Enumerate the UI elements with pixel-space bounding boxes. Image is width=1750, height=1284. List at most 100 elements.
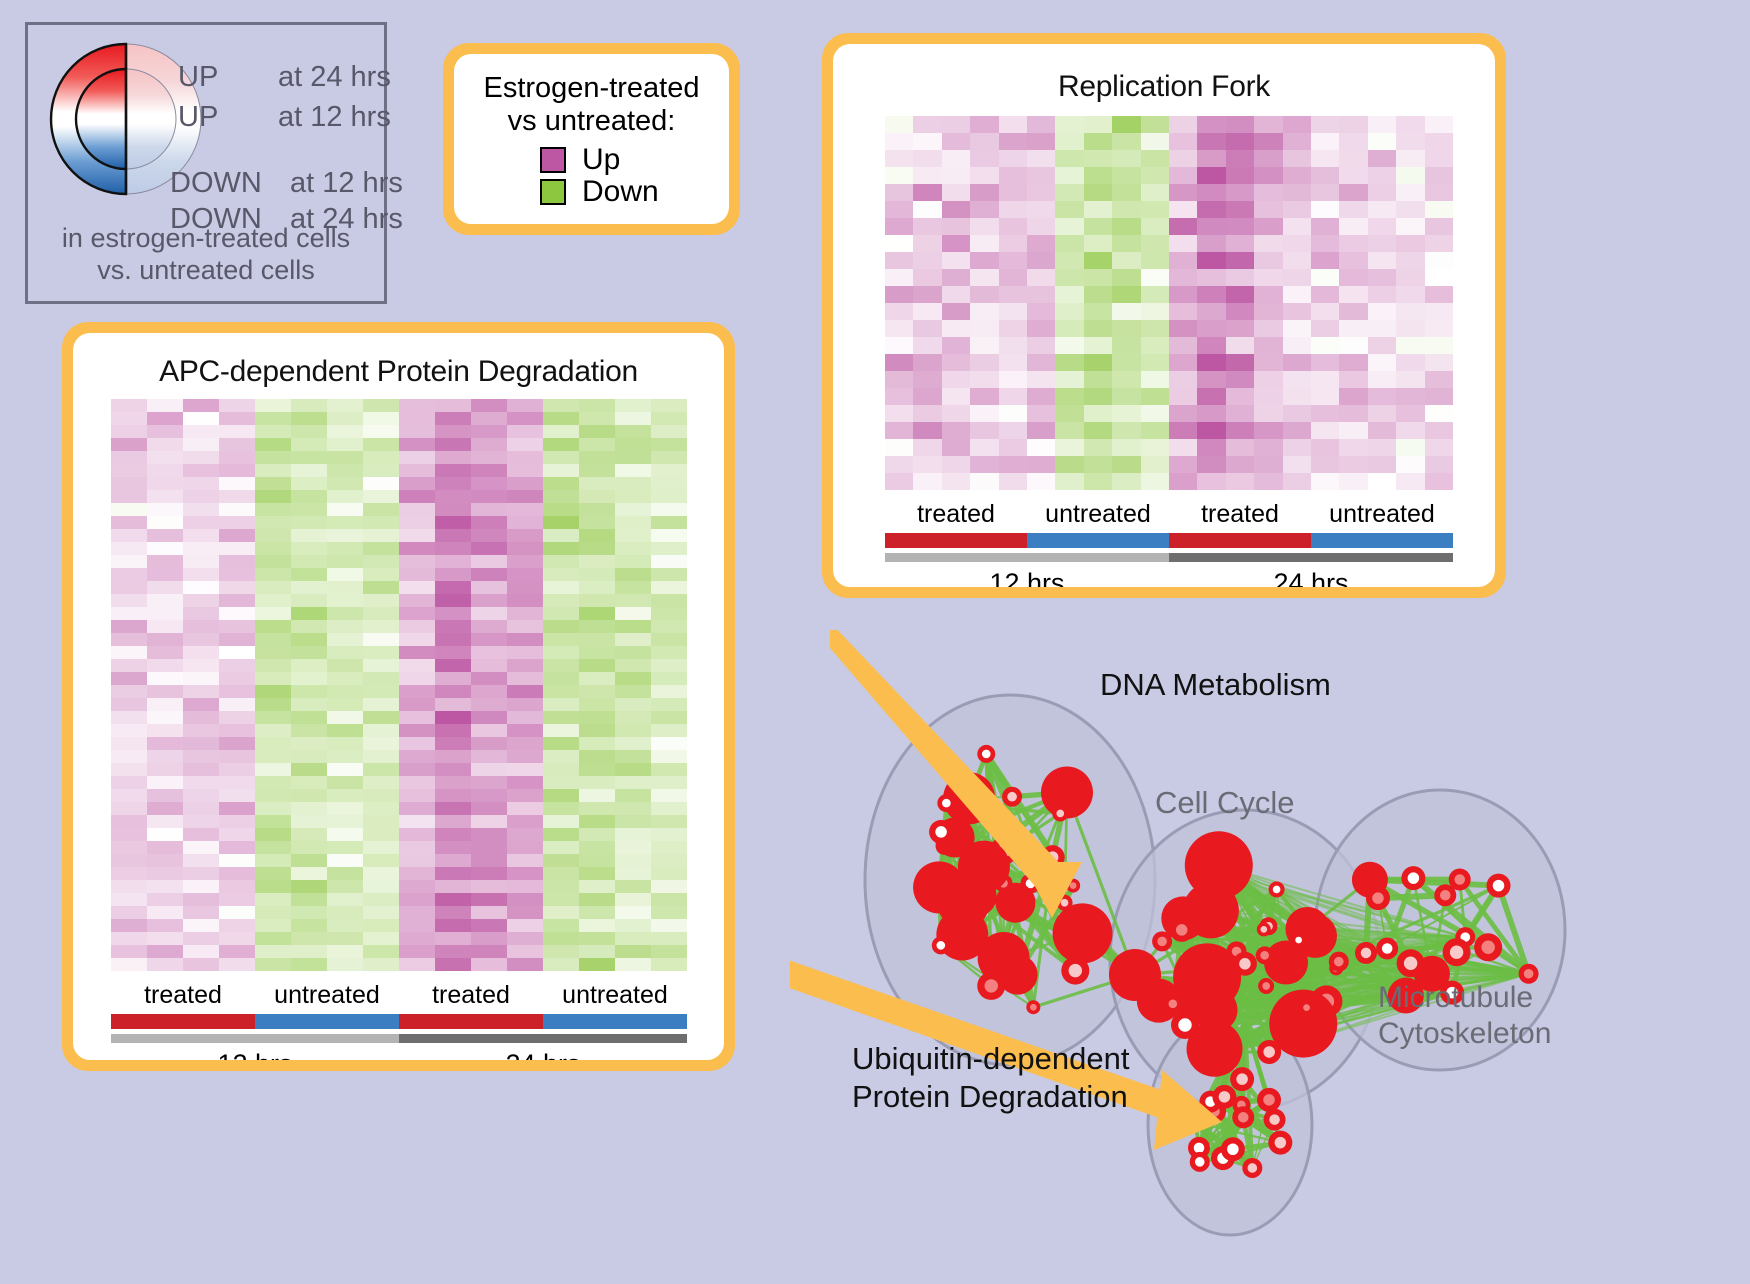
heatmap-cell bbox=[363, 893, 399, 906]
heatmap-cell bbox=[1339, 422, 1367, 439]
heatmap-cell bbox=[942, 286, 970, 303]
heatmap-cell bbox=[1396, 422, 1424, 439]
heatmap-cell bbox=[543, 685, 579, 698]
heatmap-cell bbox=[255, 672, 291, 685]
heatmap-cell bbox=[183, 581, 219, 594]
heatmap-cell bbox=[471, 438, 507, 451]
heatmap-cell bbox=[399, 607, 435, 620]
heatmap-cell bbox=[111, 750, 147, 763]
heatmap-cell bbox=[291, 711, 327, 724]
heatmap-cell bbox=[1283, 473, 1311, 490]
heatmap-cell bbox=[1311, 303, 1339, 320]
network-node-core bbox=[1248, 1163, 1258, 1173]
heatmap-cell bbox=[970, 337, 998, 354]
heatmap-cell bbox=[615, 581, 651, 594]
heatmap-cell bbox=[435, 776, 471, 789]
column-group-label: untreated bbox=[543, 981, 687, 1010]
heatmap-cell bbox=[183, 750, 219, 763]
heatmap-cell bbox=[579, 477, 615, 490]
heatmap-cell bbox=[327, 919, 363, 932]
heatmap-cell bbox=[111, 919, 147, 932]
heatmap-cell bbox=[913, 269, 941, 286]
heatmap-cell bbox=[219, 815, 255, 828]
heatmap-cell bbox=[399, 854, 435, 867]
heatmap-cell bbox=[219, 945, 255, 958]
time-bar-segment bbox=[885, 553, 1169, 562]
heatmap-cell bbox=[1425, 218, 1453, 235]
cluster-label-microtubule-cytoskeleton: Microtubule Cytoskeleton bbox=[1378, 980, 1551, 1052]
heatmap-cell bbox=[1311, 269, 1339, 286]
heatmap-cell bbox=[1055, 184, 1083, 201]
heatmap-cell bbox=[363, 412, 399, 425]
heatmap-cell bbox=[885, 201, 913, 218]
heatmap-cell bbox=[942, 218, 970, 235]
heatmap-cell bbox=[219, 672, 255, 685]
heatmap-cell bbox=[219, 867, 255, 880]
heatmap-cell bbox=[183, 542, 219, 555]
heatmap-cell bbox=[291, 451, 327, 464]
heatmap-cell bbox=[291, 698, 327, 711]
heatmap-cell bbox=[435, 659, 471, 672]
heatmap-cell bbox=[435, 750, 471, 763]
heatmap-cell bbox=[471, 451, 507, 464]
heatmap-cell bbox=[942, 439, 970, 456]
heatmap-cell bbox=[1055, 201, 1083, 218]
heatmap-cell bbox=[219, 776, 255, 789]
heatmap-cell bbox=[327, 594, 363, 607]
heatmap-cell bbox=[885, 337, 913, 354]
heatmap-cell bbox=[1112, 269, 1140, 286]
heatmap-cell bbox=[1055, 235, 1083, 252]
heatmap-cell bbox=[219, 841, 255, 854]
heatmap-cell bbox=[615, 477, 651, 490]
heatmap-cell bbox=[1339, 337, 1367, 354]
heatmap-cell bbox=[1254, 286, 1282, 303]
heatmap-cell bbox=[471, 750, 507, 763]
heatmap-cell bbox=[543, 594, 579, 607]
heatmap-cell bbox=[507, 503, 543, 516]
heatmap-cell bbox=[471, 919, 507, 932]
heatmap-cell bbox=[363, 529, 399, 542]
heatmap-cell bbox=[471, 568, 507, 581]
heatmap-cell bbox=[1169, 371, 1197, 388]
time-group-label: 24 hrs bbox=[1169, 568, 1453, 587]
treatment-bar-segment bbox=[1027, 533, 1169, 548]
heatmap-cell bbox=[1339, 388, 1367, 405]
apc-degradation-time-bar bbox=[111, 1034, 687, 1043]
heatmap-cell bbox=[435, 737, 471, 750]
heatmap-cell bbox=[1339, 371, 1367, 388]
heatmap-cell bbox=[1425, 184, 1453, 201]
heatmap-cell bbox=[219, 490, 255, 503]
heatmap-cell bbox=[219, 477, 255, 490]
heatmap-cell bbox=[471, 672, 507, 685]
heatmap-cell bbox=[651, 607, 687, 620]
heatmap-cell bbox=[651, 594, 687, 607]
heatmap-cell bbox=[651, 945, 687, 958]
heatmap-cell bbox=[1254, 439, 1282, 456]
heatmap-cell bbox=[183, 880, 219, 893]
heatmap-cell bbox=[543, 828, 579, 841]
key-caption-line2: vs. untreated cells bbox=[28, 255, 384, 287]
heatmap-cell bbox=[255, 815, 291, 828]
heatmap-cell bbox=[1368, 473, 1396, 490]
heatmap-cell bbox=[615, 815, 651, 828]
heatmap-cell bbox=[255, 412, 291, 425]
heatmap-cell bbox=[363, 802, 399, 815]
heatmap-cell bbox=[543, 815, 579, 828]
heatmap-cell bbox=[363, 789, 399, 802]
heatmap-cell bbox=[615, 828, 651, 841]
heatmap-cell bbox=[1141, 150, 1169, 167]
network-node-core bbox=[1195, 1157, 1205, 1167]
heatmap-cell bbox=[1339, 116, 1367, 133]
heatmap-cell bbox=[615, 464, 651, 477]
heatmap-cell bbox=[1027, 218, 1055, 235]
heatmap-cell bbox=[291, 958, 327, 971]
heatmap-cell bbox=[147, 932, 183, 945]
heatmap-cell bbox=[111, 880, 147, 893]
heatmap-cell bbox=[399, 438, 435, 451]
heatmap-cell bbox=[615, 425, 651, 438]
heatmap-cell bbox=[111, 763, 147, 776]
heatmap-cell bbox=[543, 893, 579, 906]
heatmap-cell bbox=[1084, 320, 1112, 337]
heatmap-cell bbox=[363, 880, 399, 893]
heatmap-cell bbox=[543, 425, 579, 438]
